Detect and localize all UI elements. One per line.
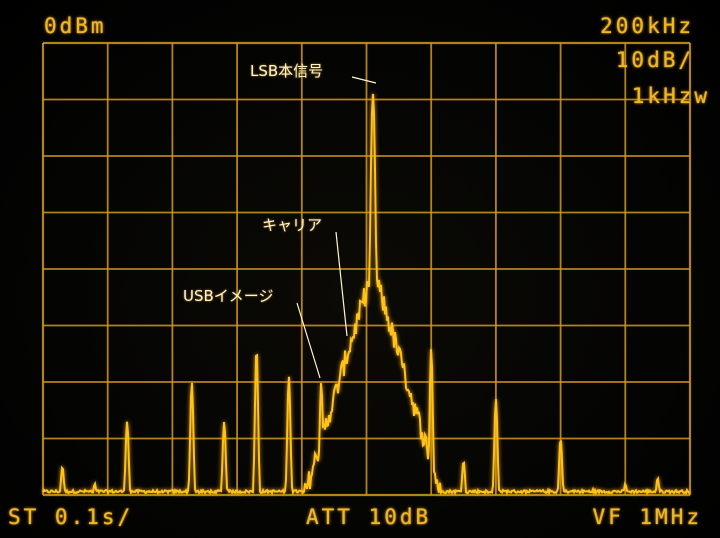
usb-leader-line (296, 302, 321, 379)
video-filter-readout: VF 1MHz (592, 505, 702, 529)
lsb-leader-line (351, 76, 377, 84)
lsb-signal-label: LSB本信号 (250, 62, 324, 80)
carrier-leader-line (335, 231, 348, 337)
rbw-readout: 1kHzw (631, 84, 710, 108)
spectrum-trace (42, 93, 691, 496)
usb-image-label: USBイメージ (183, 287, 274, 305)
span-readout: 200kHz (600, 14, 694, 38)
sweep-time-readout: ST 0.1s/ (8, 505, 134, 529)
graticule (41, 41, 692, 497)
scale-readout: 10dB/ (615, 48, 694, 72)
carrier-label: キャリア (262, 216, 323, 234)
attenuation-readout: ATT 10dB (306, 505, 432, 529)
reference-level-readout: 0dBm (44, 14, 107, 38)
annotation-leaders (296, 76, 377, 379)
